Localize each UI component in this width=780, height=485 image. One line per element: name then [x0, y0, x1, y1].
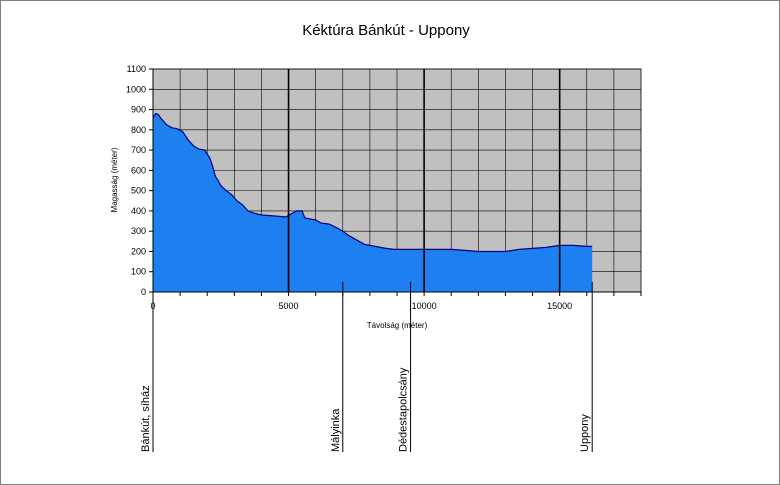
- plot-area: 0100200300400500600700800900100011000500…: [126, 64, 642, 452]
- elevation-area: [153, 113, 593, 292]
- y-tick-label: 1100: [127, 64, 146, 74]
- y-tick-label: 100: [131, 267, 146, 277]
- y-tick-label: 1000: [126, 84, 146, 94]
- y-tick-label: 900: [131, 105, 146, 115]
- elevation-line: [152, 112, 593, 253]
- location-label: Dédestapolcsány: [398, 367, 410, 452]
- y-tick-label: 600: [131, 165, 146, 175]
- x-tick-label: 10000: [412, 301, 437, 311]
- chart-title: Kéktúra Bánkút - Uppony: [302, 22, 470, 39]
- location-label: Mályinka: [330, 408, 342, 452]
- x-tick-label: 5000: [279, 301, 299, 311]
- y-axis-label: Magasság (méter): [110, 147, 119, 212]
- y-tick-label: 400: [131, 206, 146, 216]
- location-label: Bánkút, síház: [140, 385, 152, 452]
- x-axis-label: Távolság (méter): [367, 321, 428, 330]
- x-tick-label: 15000: [547, 301, 572, 311]
- y-tick-label: 0: [141, 287, 146, 297]
- location-label: Uppony: [579, 414, 591, 452]
- y-tick-label: 800: [131, 125, 146, 135]
- y-tick-label: 200: [131, 246, 146, 256]
- y-tick-label: 700: [131, 145, 146, 155]
- y-tick-label: 300: [131, 226, 146, 236]
- y-tick-label: 500: [131, 186, 146, 196]
